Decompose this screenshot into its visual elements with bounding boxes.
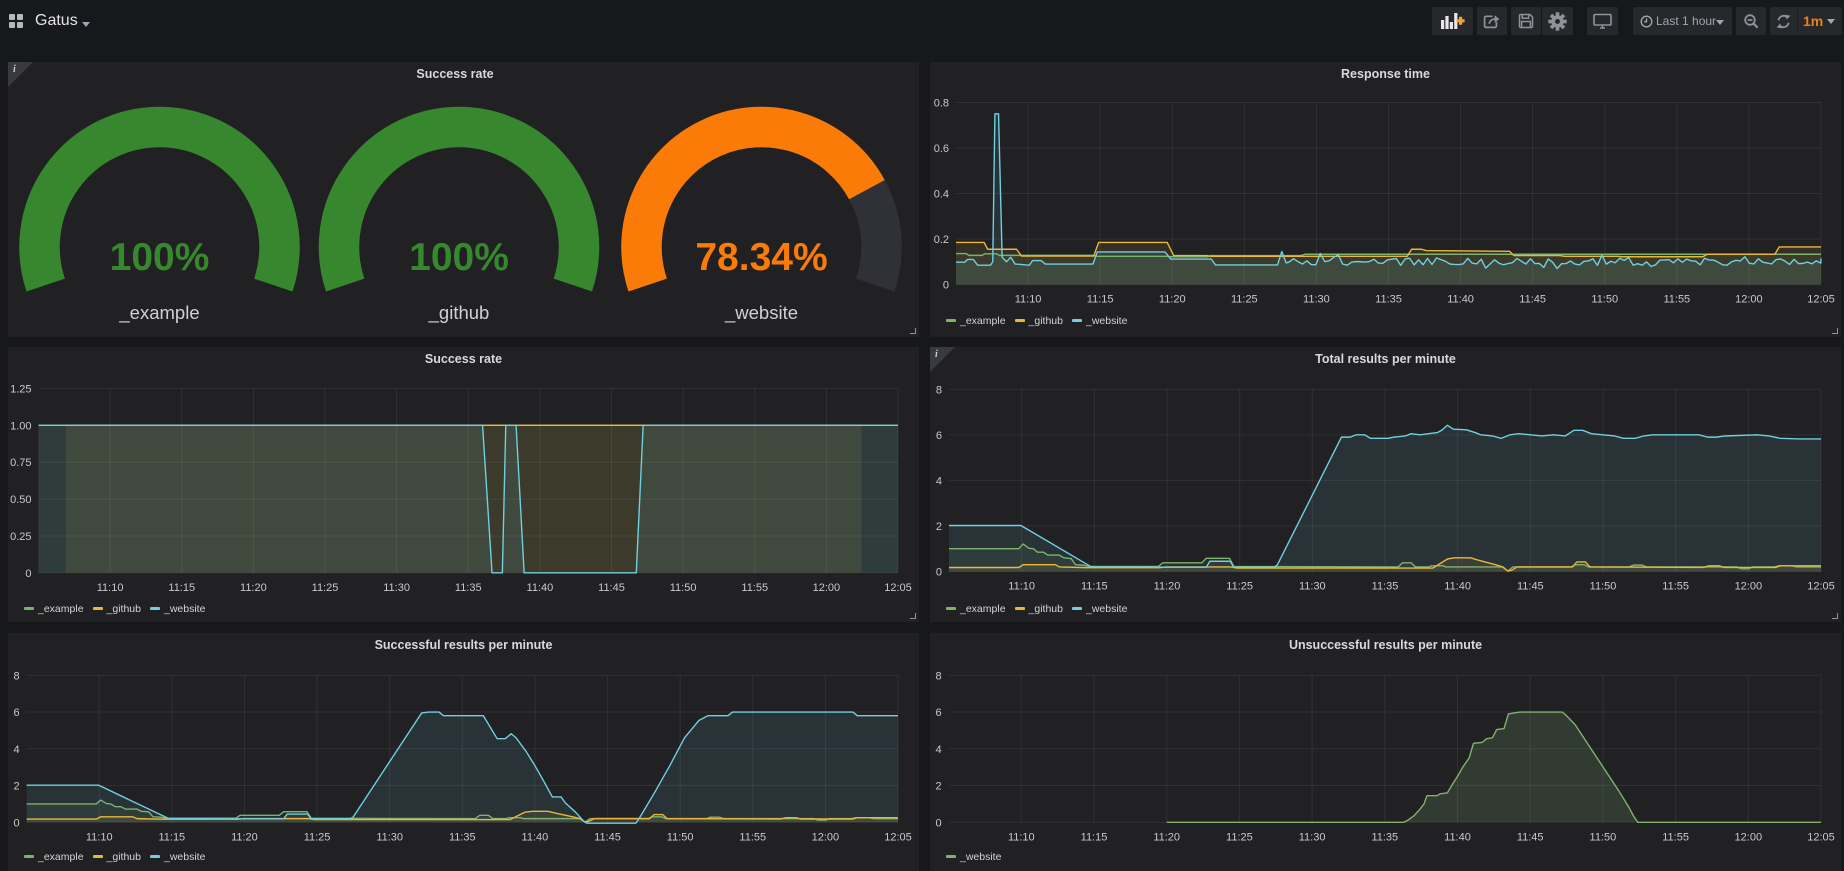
svg-text:11:15: 11:15 bbox=[1081, 831, 1108, 843]
svg-text:12:05: 12:05 bbox=[884, 582, 912, 594]
svg-text:0: 0 bbox=[13, 817, 19, 829]
svg-text:11:40: 11:40 bbox=[527, 582, 554, 594]
svg-text:2: 2 bbox=[13, 781, 19, 793]
svg-text:12:00: 12:00 bbox=[1735, 831, 1763, 843]
svg-text:_github: _github bbox=[428, 302, 490, 324]
svg-text:2: 2 bbox=[935, 781, 941, 793]
svg-text:11:45: 11:45 bbox=[1519, 294, 1546, 306]
svg-text:12:00: 12:00 bbox=[1735, 294, 1763, 306]
svg-text:12:05: 12:05 bbox=[1807, 294, 1835, 306]
svg-text:8: 8 bbox=[936, 384, 942, 396]
svg-text:_website: _website bbox=[724, 302, 798, 324]
svg-text:11:55: 11:55 bbox=[1663, 294, 1690, 306]
svg-text:11:50: 11:50 bbox=[1590, 581, 1617, 593]
svg-text:78.34%: 78.34% bbox=[695, 236, 827, 279]
svg-text:11:20: 11:20 bbox=[1159, 294, 1186, 306]
svg-text:11:55: 11:55 bbox=[1662, 581, 1689, 593]
svg-text:11:45: 11:45 bbox=[594, 831, 621, 843]
svg-text:0.6: 0.6 bbox=[934, 143, 949, 155]
svg-text:0.4: 0.4 bbox=[934, 189, 949, 201]
svg-text:11:40: 11:40 bbox=[1444, 831, 1471, 843]
svg-text:11:20: 11:20 bbox=[1154, 581, 1181, 593]
svg-text:12:05: 12:05 bbox=[1807, 581, 1835, 593]
svg-text:11:55: 11:55 bbox=[741, 582, 768, 594]
svg-text:11:45: 11:45 bbox=[1517, 831, 1544, 843]
svg-text:8: 8 bbox=[935, 670, 941, 682]
svg-text:11:20: 11:20 bbox=[231, 831, 258, 843]
svg-text:11:30: 11:30 bbox=[383, 582, 410, 594]
svg-text:0: 0 bbox=[935, 817, 941, 829]
svg-text:100%: 100% bbox=[409, 236, 509, 279]
svg-text:11:20: 11:20 bbox=[1153, 831, 1180, 843]
svg-text:11:10: 11:10 bbox=[86, 831, 113, 843]
svg-text:11:10: 11:10 bbox=[1008, 581, 1035, 593]
svg-text:4: 4 bbox=[935, 744, 941, 756]
svg-text:0.8: 0.8 bbox=[934, 98, 949, 110]
svg-text:11:50: 11:50 bbox=[1590, 831, 1617, 843]
svg-text:11:10: 11:10 bbox=[1015, 294, 1042, 306]
svg-text:0: 0 bbox=[936, 567, 942, 579]
svg-text:6: 6 bbox=[13, 707, 19, 719]
svg-text:11:30: 11:30 bbox=[1299, 581, 1326, 593]
svg-text:11:20: 11:20 bbox=[240, 582, 267, 594]
svg-text:2: 2 bbox=[936, 521, 942, 533]
svg-text:11:40: 11:40 bbox=[1444, 581, 1471, 593]
svg-text:11:50: 11:50 bbox=[1591, 294, 1618, 306]
svg-text:11:50: 11:50 bbox=[667, 831, 694, 843]
svg-text:11:15: 11:15 bbox=[158, 831, 185, 843]
svg-text:11:55: 11:55 bbox=[739, 831, 766, 843]
svg-text:11:25: 11:25 bbox=[1226, 831, 1253, 843]
svg-text:11:45: 11:45 bbox=[598, 582, 625, 594]
svg-text:8: 8 bbox=[13, 670, 19, 682]
svg-text:11:30: 11:30 bbox=[1303, 294, 1330, 306]
svg-text:1.25: 1.25 bbox=[10, 384, 31, 396]
svg-text:4: 4 bbox=[13, 744, 19, 756]
svg-text:11:30: 11:30 bbox=[1299, 831, 1326, 843]
svg-text:0: 0 bbox=[943, 280, 949, 292]
svg-text:11:35: 11:35 bbox=[455, 582, 482, 594]
svg-text:12:05: 12:05 bbox=[1807, 831, 1835, 843]
svg-text:11:35: 11:35 bbox=[1371, 831, 1398, 843]
svg-text:1.00: 1.00 bbox=[10, 420, 31, 432]
svg-text:11:15: 11:15 bbox=[1087, 294, 1114, 306]
svg-text:0.50: 0.50 bbox=[10, 494, 31, 506]
svg-text:11:15: 11:15 bbox=[168, 582, 195, 594]
svg-text:11:10: 11:10 bbox=[1008, 831, 1035, 843]
svg-text:11:45: 11:45 bbox=[1517, 581, 1544, 593]
svg-text:12:00: 12:00 bbox=[1735, 581, 1763, 593]
svg-text:0.75: 0.75 bbox=[10, 457, 31, 469]
svg-text:11:25: 11:25 bbox=[312, 582, 339, 594]
svg-text:12:05: 12:05 bbox=[884, 831, 912, 843]
svg-text:11:55: 11:55 bbox=[1662, 831, 1689, 843]
svg-text:11:25: 11:25 bbox=[304, 831, 331, 843]
svg-text:11:25: 11:25 bbox=[1231, 294, 1258, 306]
svg-text:0: 0 bbox=[25, 568, 31, 580]
svg-text:12:00: 12:00 bbox=[813, 582, 841, 594]
svg-text:11:25: 11:25 bbox=[1226, 581, 1253, 593]
svg-text:0.2: 0.2 bbox=[934, 234, 949, 246]
svg-text:100%: 100% bbox=[110, 236, 210, 279]
svg-text:11:35: 11:35 bbox=[1372, 581, 1399, 593]
svg-text:11:15: 11:15 bbox=[1081, 581, 1108, 593]
svg-text:11:35: 11:35 bbox=[1375, 294, 1402, 306]
svg-text:6: 6 bbox=[936, 430, 942, 442]
svg-text:11:30: 11:30 bbox=[376, 831, 403, 843]
svg-text:11:35: 11:35 bbox=[449, 831, 476, 843]
svg-text:11:40: 11:40 bbox=[1447, 294, 1474, 306]
svg-text:11:40: 11:40 bbox=[522, 831, 549, 843]
svg-text:0.25: 0.25 bbox=[10, 531, 31, 543]
svg-text:_example: _example bbox=[118, 302, 199, 324]
svg-text:11:10: 11:10 bbox=[97, 582, 124, 594]
svg-text:12:00: 12:00 bbox=[812, 831, 840, 843]
svg-text:4: 4 bbox=[936, 475, 942, 487]
svg-text:6: 6 bbox=[935, 707, 941, 719]
svg-text:11:50: 11:50 bbox=[670, 582, 697, 594]
